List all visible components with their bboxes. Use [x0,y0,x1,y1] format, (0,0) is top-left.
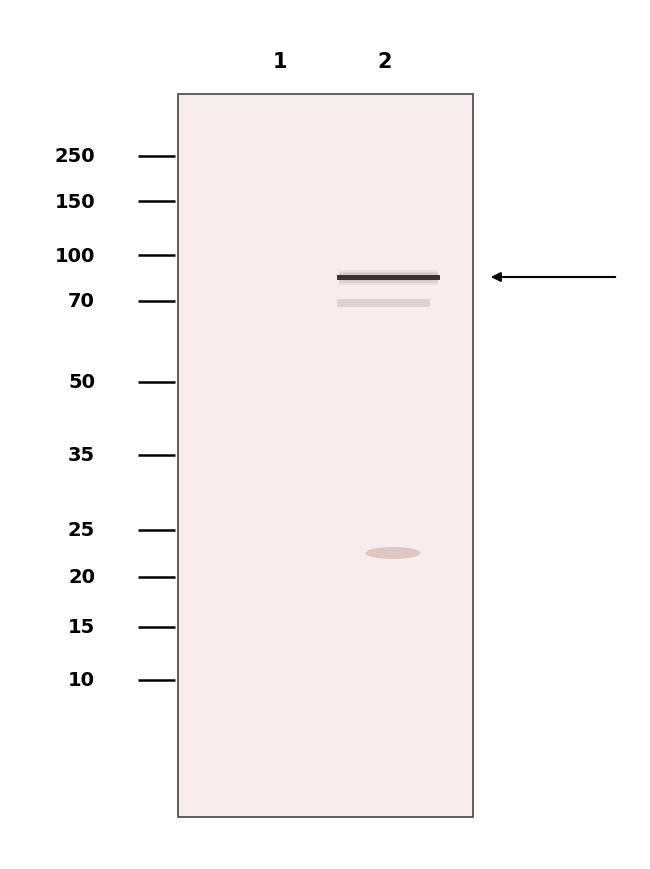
Bar [339,272,438,283]
Text: 150: 150 [55,192,95,211]
Ellipse shape [365,547,421,560]
Bar [339,270,438,285]
Text: 1: 1 [273,52,287,72]
Text: 15: 15 [68,618,95,637]
Bar [339,274,438,282]
Text: 70: 70 [68,292,95,311]
Bar [337,300,430,308]
Text: 50: 50 [68,373,95,392]
Bar [178,95,473,817]
Text: 35: 35 [68,446,95,465]
Text: 25: 25 [68,521,95,540]
Bar [337,275,440,280]
Text: 100: 100 [55,246,95,265]
Text: 10: 10 [68,671,95,690]
Text: 20: 20 [68,567,95,587]
Text: 250: 250 [55,148,95,166]
Text: 2: 2 [378,52,392,72]
